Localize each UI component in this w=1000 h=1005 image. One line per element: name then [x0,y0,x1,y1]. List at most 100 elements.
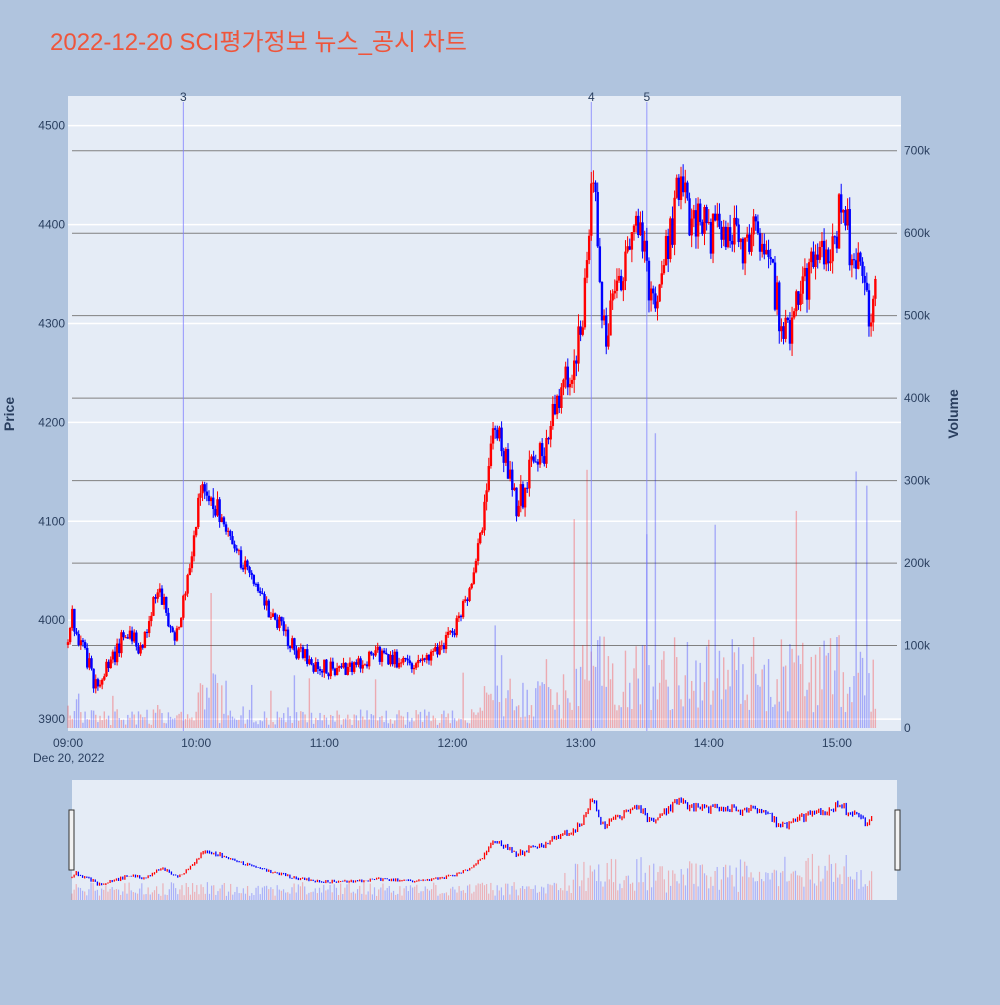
mini-volume-bar [380,887,382,900]
volume-bar [116,709,118,728]
candle-body [139,645,142,654]
mini-volume-bar [418,892,420,900]
mini-volume-bar [515,889,517,900]
candle-body [177,627,181,629]
candle-body [793,311,796,318]
volume-bar [285,722,287,728]
mini-volume-bar [194,891,196,900]
price-tick-label: 4300 [38,316,65,330]
mini-volume-bar [860,870,862,900]
candle-body [773,262,777,310]
volume-bar [387,723,390,728]
mini-volume-bar [141,883,143,900]
candle-body [476,543,480,561]
main-plot-area[interactable] [68,96,901,731]
candle-body [404,657,407,659]
mini-volume-bar [242,888,244,900]
mini-volume-bar [511,885,513,900]
mini-volume-bar [720,879,723,900]
volume-bar [244,723,246,728]
candle-body [246,560,249,567]
mini-volume-bar [392,890,395,900]
volume-bar [825,655,827,728]
range-slider-right-handle[interactable] [894,809,901,871]
candle-body [259,591,262,593]
mini-volume-bar [287,892,289,900]
candle-body [231,536,234,545]
candle-body [705,206,708,224]
price-tick-label: 4400 [38,218,65,232]
candle-body [737,224,740,243]
mini-volume-bar [103,889,105,900]
candle-body [207,495,211,502]
candle-body [192,535,196,557]
candle-body [874,278,877,299]
mini-volume-bar [460,890,462,900]
mini-volume-bar [301,882,304,900]
mini-volume-bar [270,887,272,900]
mini-volume-bar [371,894,373,900]
candle-body [68,627,72,643]
mini-volume-bar [329,884,331,900]
mini-volume-bar [464,892,467,900]
candle-body [677,177,681,200]
volume-bar [740,703,742,728]
candle-body [630,232,634,250]
mini-volume-bar [105,885,107,900]
candle-body [365,664,369,667]
volume-bar [507,690,509,728]
mini-volume-bar [621,888,623,900]
candle-body [370,651,373,655]
candle-body [421,658,424,661]
mini-volume-bar [763,881,765,900]
candle-body [410,663,414,670]
volume-bar [827,652,830,728]
mini-volume-bar [868,880,871,900]
volume-bar [114,711,116,728]
candle-body [681,176,685,193]
candle-body [673,197,676,245]
candle-body [150,615,153,622]
mini-volume-bar [71,893,73,900]
volume-bar [797,655,800,728]
candle-body [540,443,544,457]
candle-body [728,227,732,241]
mini-volume-bar [761,879,763,900]
candle-body [461,601,465,618]
mini-volume-bar [179,889,181,900]
candle-body [558,395,561,408]
mini-volume-bar [560,888,562,900]
candle-body [716,213,719,221]
range-slider[interactable] [72,780,897,900]
mini-volume-bar [285,892,287,900]
range-slider-left-handle[interactable] [68,809,75,871]
candle-body [801,276,804,294]
candle-body [562,379,565,388]
volume-bar [366,710,368,728]
volume-bar [500,655,503,728]
candle-body [634,215,638,226]
candle-body [209,497,213,502]
mini-volume-bar [153,890,156,900]
candle-body [464,599,467,602]
volume-bar [599,636,601,728]
volume-bar [283,713,285,728]
volume-bar [748,709,751,728]
mini-volume-bar [101,888,103,900]
candle-body [489,443,493,467]
volume-bar [661,659,663,728]
candle-body [325,659,328,674]
mini-volume-bar [266,885,268,900]
mini-volume-bar [553,882,555,900]
candle-body [842,209,845,213]
volume-bar [485,692,488,728]
volume-bar [509,678,511,728]
candle-body [152,597,155,616]
mini-volume-bar [376,895,378,900]
mini-volume-bar [234,891,236,900]
mini-volume-bar [96,889,98,900]
volume-bar [643,645,646,728]
volume-bar [714,524,716,728]
candle-body [350,662,354,672]
mini-volume-bar [134,892,137,900]
